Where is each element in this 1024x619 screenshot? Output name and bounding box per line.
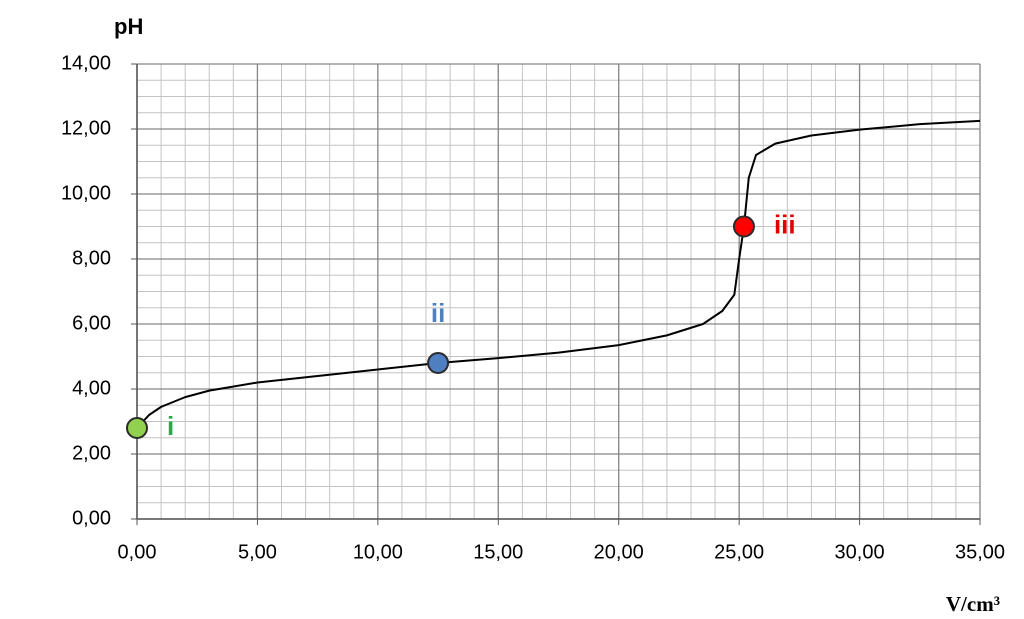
- point-marker: [126, 417, 148, 439]
- y-axis-label: pH: [114, 14, 143, 39]
- y-tick-label: 14,00: [61, 52, 111, 74]
- point-marker: [732, 215, 755, 238]
- x-axis-label: V/cm³: [946, 592, 1000, 616]
- point-label: i: [167, 411, 174, 441]
- x-tick-label: 30,00: [835, 541, 885, 563]
- x-tick-label: 15,00: [473, 541, 523, 563]
- y-tick-label: 12,00: [61, 117, 111, 139]
- point-label: ii: [431, 298, 445, 328]
- y-tick-label: 6,00: [72, 312, 111, 334]
- y-tick-label: 4,00: [72, 377, 111, 399]
- x-tick-label: 0,00: [118, 541, 157, 563]
- y-tick-label: 8,00: [72, 247, 111, 269]
- x-tick-label: 5,00: [238, 541, 277, 563]
- x-tick-label: 20,00: [594, 541, 644, 563]
- x-tick-label: 35,00: [955, 541, 1005, 563]
- y-tick-label: 2,00: [72, 442, 111, 464]
- y-tick-label: 10,00: [61, 182, 111, 204]
- x-tick-label: 10,00: [353, 541, 403, 563]
- point-marker: [427, 352, 450, 374]
- y-tick-label: 0,00: [72, 507, 111, 529]
- point-label: iii: [774, 209, 796, 239]
- x-tick-label: 25,00: [714, 541, 764, 563]
- curve: [136, 119, 981, 429]
